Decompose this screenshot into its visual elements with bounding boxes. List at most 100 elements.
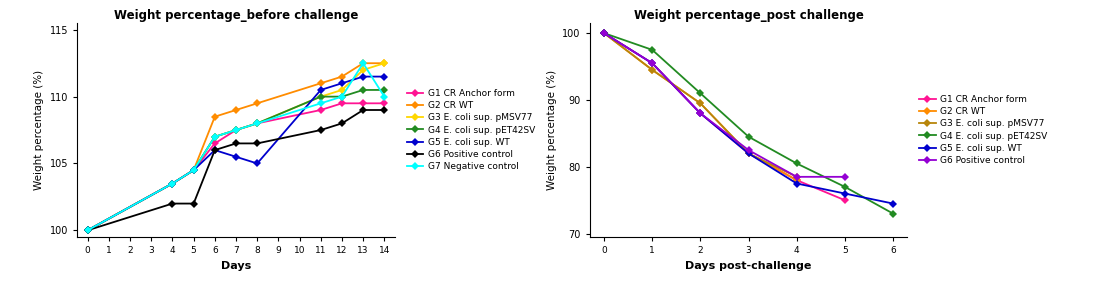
G4 E. coli sup. pET42SV — [742, 135, 755, 138]
G3 E. coli sup. pMSV77 — [208, 135, 221, 138]
G6 Positive control — [598, 32, 611, 35]
G5 E. coli sup. WT — [598, 32, 611, 35]
Line: G4 E. coli sup. pET42SV: G4 E. coli sup. pET42SV — [601, 30, 896, 216]
G6 Positive control — [838, 175, 851, 179]
G6 Positive control — [694, 112, 707, 115]
G1 CR Anchor form — [645, 62, 658, 65]
G2 CR WT — [357, 62, 370, 65]
G2 CR WT — [314, 81, 327, 85]
G3 E. coli sup. pMSV77 — [166, 182, 179, 185]
G6 Positive control — [378, 108, 391, 112]
Line: G5 E. coli sup. WT: G5 E. coli sup. WT — [85, 74, 388, 233]
Line: G7 Negative control: G7 Negative control — [85, 60, 388, 233]
G5 E. coli sup. WT — [208, 148, 221, 152]
G5 E. coli sup. WT — [694, 112, 707, 115]
G2 CR WT — [598, 32, 611, 35]
Y-axis label: Weight percentage (%): Weight percentage (%) — [547, 70, 557, 190]
G1 CR Anchor form — [378, 102, 391, 105]
G3 E. coli sup. pMSV77 — [694, 101, 707, 105]
G7 Negative control — [336, 95, 349, 98]
G1 CR Anchor form — [838, 199, 851, 202]
G7 Negative control — [378, 95, 391, 98]
G3 E. coli sup. pMSV77 — [187, 168, 200, 172]
Line: G3 E. coli sup. pMSV77: G3 E. coli sup. pMSV77 — [601, 30, 799, 179]
G6 Positive control — [336, 122, 349, 125]
G4 E. coli sup. pET42SV — [229, 128, 242, 132]
G3 E. coli sup. pMSV77 — [336, 88, 349, 92]
G3 E. coli sup. pMSV77 — [378, 62, 391, 65]
G5 E. coli sup. WT — [378, 75, 391, 78]
G7 Negative control — [166, 182, 179, 185]
G3 E. coli sup. pMSV77 — [81, 229, 95, 232]
G4 E. coli sup. pET42SV — [598, 32, 611, 35]
G5 E. coli sup. WT — [645, 62, 658, 65]
G4 E. coli sup. pET42SV — [886, 212, 900, 215]
G5 E. coli sup. WT — [166, 182, 179, 185]
G4 E. coli sup. pET42SV — [838, 185, 851, 189]
G2 CR WT — [208, 115, 221, 118]
G2 CR WT — [251, 102, 264, 105]
G5 E. coli sup. WT — [229, 155, 242, 159]
G4 E. coli sup. pET42SV — [694, 92, 707, 95]
Line: G5 E. coli sup. WT: G5 E. coli sup. WT — [601, 30, 896, 206]
G5 E. coli sup. WT — [886, 202, 900, 205]
G3 E. coli sup. pMSV77 — [598, 32, 611, 35]
G5 E. coli sup. WT — [251, 162, 264, 165]
G3 E. coli sup. pMSV77 — [791, 175, 804, 179]
X-axis label: Days: Days — [221, 261, 251, 271]
G1 CR Anchor form — [81, 229, 95, 232]
G2 CR WT — [378, 62, 391, 65]
G3 E. coli sup. pMSV77 — [357, 68, 370, 72]
Line: G4 E. coli sup. pET42SV: G4 E. coli sup. pET42SV — [85, 87, 388, 233]
G2 CR WT — [336, 75, 349, 78]
G7 Negative control — [251, 122, 264, 125]
G4 E. coli sup. pET42SV — [81, 229, 95, 232]
G4 E. coli sup. pET42SV — [336, 95, 349, 98]
G1 CR Anchor form — [357, 102, 370, 105]
G2 CR WT — [166, 182, 179, 185]
G2 CR WT — [694, 101, 707, 105]
G1 CR Anchor form — [742, 152, 755, 155]
G7 Negative control — [357, 62, 370, 65]
G2 CR WT — [742, 152, 755, 155]
G1 CR Anchor form — [336, 102, 349, 105]
G7 Negative control — [81, 229, 95, 232]
G6 Positive control — [742, 148, 755, 152]
Title: Weight percentage_post challenge: Weight percentage_post challenge — [634, 9, 863, 22]
G4 E. coli sup. pET42SV — [791, 162, 804, 165]
G3 E. coli sup. pMSV77 — [645, 68, 658, 72]
G1 CR Anchor form — [251, 122, 264, 125]
G7 Negative control — [314, 102, 327, 105]
G4 E. coli sup. pET42SV — [314, 95, 327, 98]
G7 Negative control — [187, 168, 200, 172]
G1 CR Anchor form — [314, 108, 327, 112]
Line: G2 CR WT: G2 CR WT — [601, 30, 799, 183]
G6 Positive control — [791, 175, 804, 179]
G4 E. coli sup. pET42SV — [166, 182, 179, 185]
G2 CR WT — [81, 229, 95, 232]
G5 E. coli sup. WT — [336, 81, 349, 85]
G5 E. coli sup. WT — [742, 152, 755, 155]
Y-axis label: Weight percentage (%): Weight percentage (%) — [34, 70, 44, 190]
G2 CR WT — [187, 168, 200, 172]
G3 E. coli sup. pMSV77 — [229, 128, 242, 132]
G6 Positive control — [357, 108, 370, 112]
Line: G2 CR WT: G2 CR WT — [85, 60, 388, 233]
G1 CR Anchor form — [229, 128, 242, 132]
G1 CR Anchor form — [187, 168, 200, 172]
Line: G1 CR Anchor form: G1 CR Anchor form — [601, 30, 848, 203]
G5 E. coli sup. WT — [791, 182, 804, 185]
G6 Positive control — [166, 202, 179, 205]
G6 Positive control — [229, 142, 242, 145]
G7 Negative control — [208, 135, 221, 138]
Line: G3 E. coli sup. pMSV77: G3 E. coli sup. pMSV77 — [85, 60, 388, 233]
Line: G6 Positive control: G6 Positive control — [85, 107, 388, 233]
Line: G6 Positive control: G6 Positive control — [601, 30, 848, 179]
G6 Positive control — [645, 62, 658, 65]
G7 Negative control — [229, 128, 242, 132]
G6 Positive control — [208, 148, 221, 152]
G6 Positive control — [251, 142, 264, 145]
G1 CR Anchor form — [598, 32, 611, 35]
G1 CR Anchor form — [694, 112, 707, 115]
G5 E. coli sup. WT — [187, 168, 200, 172]
